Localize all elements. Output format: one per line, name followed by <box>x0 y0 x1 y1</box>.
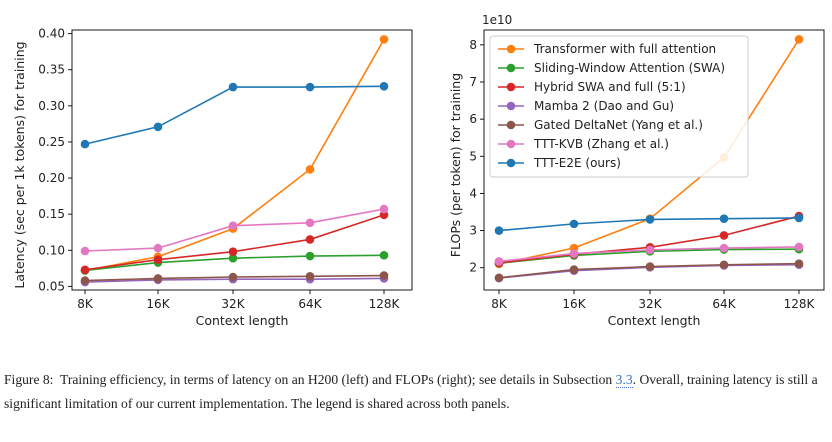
x-tick-label: 64K <box>712 297 736 311</box>
legend-label: Hybrid SWA and full (5:1) <box>534 80 686 94</box>
y-tick-label: 7 <box>469 75 477 89</box>
legend-label: TTT-E2E (ours) <box>533 156 621 170</box>
legend-marker <box>506 82 516 92</box>
y-tick-label: 0.15 <box>38 207 65 221</box>
x-tick-label: 8K <box>491 297 508 311</box>
data-point <box>645 245 655 255</box>
caption-text-end: . Overall, training latency is still a s… <box>4 372 818 411</box>
data-point <box>153 274 163 283</box>
y-tick-label: 3 <box>469 224 477 238</box>
legend-marker <box>506 44 516 54</box>
data-point <box>719 214 729 223</box>
figure-caption: Figure 8: Training efficiency, in terms … <box>4 368 830 416</box>
plot-frame <box>71 29 413 291</box>
legend-box <box>489 35 749 178</box>
data-point <box>794 242 804 252</box>
y-tick-label: 0.40 <box>38 27 65 41</box>
caption-label: Figure 8: <box>4 372 54 387</box>
data-point <box>228 272 238 282</box>
x-tick-label: 8K <box>77 297 94 311</box>
data-point <box>80 265 90 275</box>
y-tick-label: 0.10 <box>38 243 65 257</box>
data-point <box>305 165 315 174</box>
y-tick-label: 5 <box>469 149 477 163</box>
x-tick-label: 32K <box>221 297 245 311</box>
y-tick-label: 0.05 <box>38 279 65 293</box>
y-axis-label: FLOPs (per token) for training <box>448 73 463 257</box>
data-point <box>494 257 504 266</box>
x-tick-label: 16K <box>562 297 586 311</box>
legend-marker <box>506 101 516 111</box>
data-point <box>569 249 579 258</box>
legend-marker <box>506 158 516 168</box>
legend-label: Transformer with full attention <box>533 42 716 56</box>
y-axis-label: Latency (sec per 1k tokens) for training <box>12 41 27 288</box>
data-point <box>379 35 389 44</box>
data-point <box>80 139 90 149</box>
y-offset-label: 1e10 <box>482 13 512 27</box>
caption-text-start: Training efficiency, in terms of latency… <box>60 372 613 387</box>
y-tick-label: 0.30 <box>38 99 65 113</box>
data-point <box>719 260 729 270</box>
data-point <box>569 219 579 229</box>
data-point <box>153 122 163 132</box>
data-point <box>305 235 315 244</box>
x-axis-label: Context length <box>608 313 701 328</box>
x-tick-label: 32K <box>638 297 662 311</box>
data-point <box>794 259 804 268</box>
data-point <box>494 273 504 283</box>
y-tick-label: 4 <box>469 186 477 200</box>
data-point <box>305 251 315 261</box>
legend-label: TTT-KVB (Zhang et al.) <box>533 137 669 151</box>
legend-label: Mamba 2 (Dao and Gu) <box>534 99 674 113</box>
data-point <box>379 82 389 91</box>
x-axis-label: Context length <box>196 313 289 328</box>
data-point <box>80 246 90 256</box>
latency-chart: 0.05 0.10 0.15 0.20 0.25 0.30 0.35 0.40 8K 16K 32K… <box>12 27 413 328</box>
data-point <box>228 253 238 263</box>
data-point <box>494 226 504 235</box>
y-tick-label: 8 <box>469 38 477 52</box>
data-point <box>645 262 655 271</box>
data-point <box>794 213 804 223</box>
data-point <box>569 265 579 274</box>
data-point <box>719 243 729 253</box>
data-point <box>228 82 238 92</box>
plot-frame <box>483 29 825 291</box>
legend-label: Sliding-Window Attention (SWA) <box>534 61 725 75</box>
x-tick-label: 64K <box>298 297 322 311</box>
y-tick-label: 6 <box>469 112 477 126</box>
data-point <box>228 221 238 231</box>
data-point <box>379 204 389 214</box>
data-point <box>153 243 163 253</box>
legend-marker <box>506 63 516 73</box>
legend-marker <box>506 120 516 130</box>
y-tick-label: 2 <box>469 261 477 275</box>
data-point <box>305 218 315 228</box>
y-tick-label: 0.20 <box>38 171 65 185</box>
data-point <box>719 231 729 240</box>
data-point <box>305 271 315 281</box>
x-tick-label: 16K <box>146 297 170 311</box>
flops-chart: 2 3 4 5 6 7 8 8K 16K 32K 64K 128K Context length FLOP… <box>448 13 825 328</box>
series-line-0 <box>84 38 385 272</box>
y-tick-label: 0.35 <box>38 63 65 77</box>
data-point <box>80 276 90 285</box>
y-tick-label: 0.25 <box>38 135 65 149</box>
legend-label: Gated DeltaNet (Yang et al.) <box>534 118 703 132</box>
data-point <box>228 247 238 257</box>
data-point <box>153 255 163 264</box>
data-point <box>645 215 655 224</box>
subsection-link[interactable]: 3.3 <box>615 372 633 388</box>
x-tick-label: 128K <box>784 297 816 311</box>
data-point <box>379 271 389 280</box>
series-line-6 <box>84 85 385 145</box>
data-point <box>305 82 315 92</box>
data-point <box>379 251 389 260</box>
x-tick-label: 128K <box>369 297 401 311</box>
legend-marker <box>506 139 516 149</box>
data-point <box>794 34 804 44</box>
